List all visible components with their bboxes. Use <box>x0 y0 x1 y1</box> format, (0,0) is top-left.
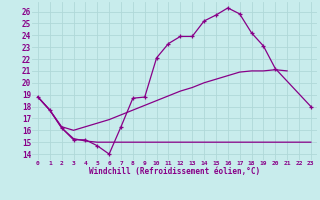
X-axis label: Windchill (Refroidissement éolien,°C): Windchill (Refroidissement éolien,°C) <box>89 167 260 176</box>
